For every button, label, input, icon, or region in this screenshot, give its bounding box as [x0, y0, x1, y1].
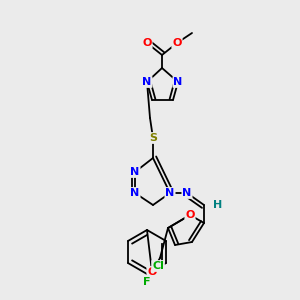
Text: O: O [185, 210, 195, 220]
Text: N: N [173, 77, 183, 87]
Text: O: O [142, 38, 152, 48]
Text: H: H [213, 200, 223, 210]
Text: O: O [172, 38, 182, 48]
Text: N: N [130, 188, 140, 198]
Text: N: N [130, 167, 140, 177]
Text: O: O [147, 267, 157, 277]
Text: N: N [165, 188, 175, 198]
Text: S: S [149, 133, 157, 143]
Text: N: N [182, 188, 192, 198]
Text: N: N [142, 77, 152, 87]
Text: F: F [143, 277, 151, 287]
Text: Cl: Cl [152, 261, 164, 271]
